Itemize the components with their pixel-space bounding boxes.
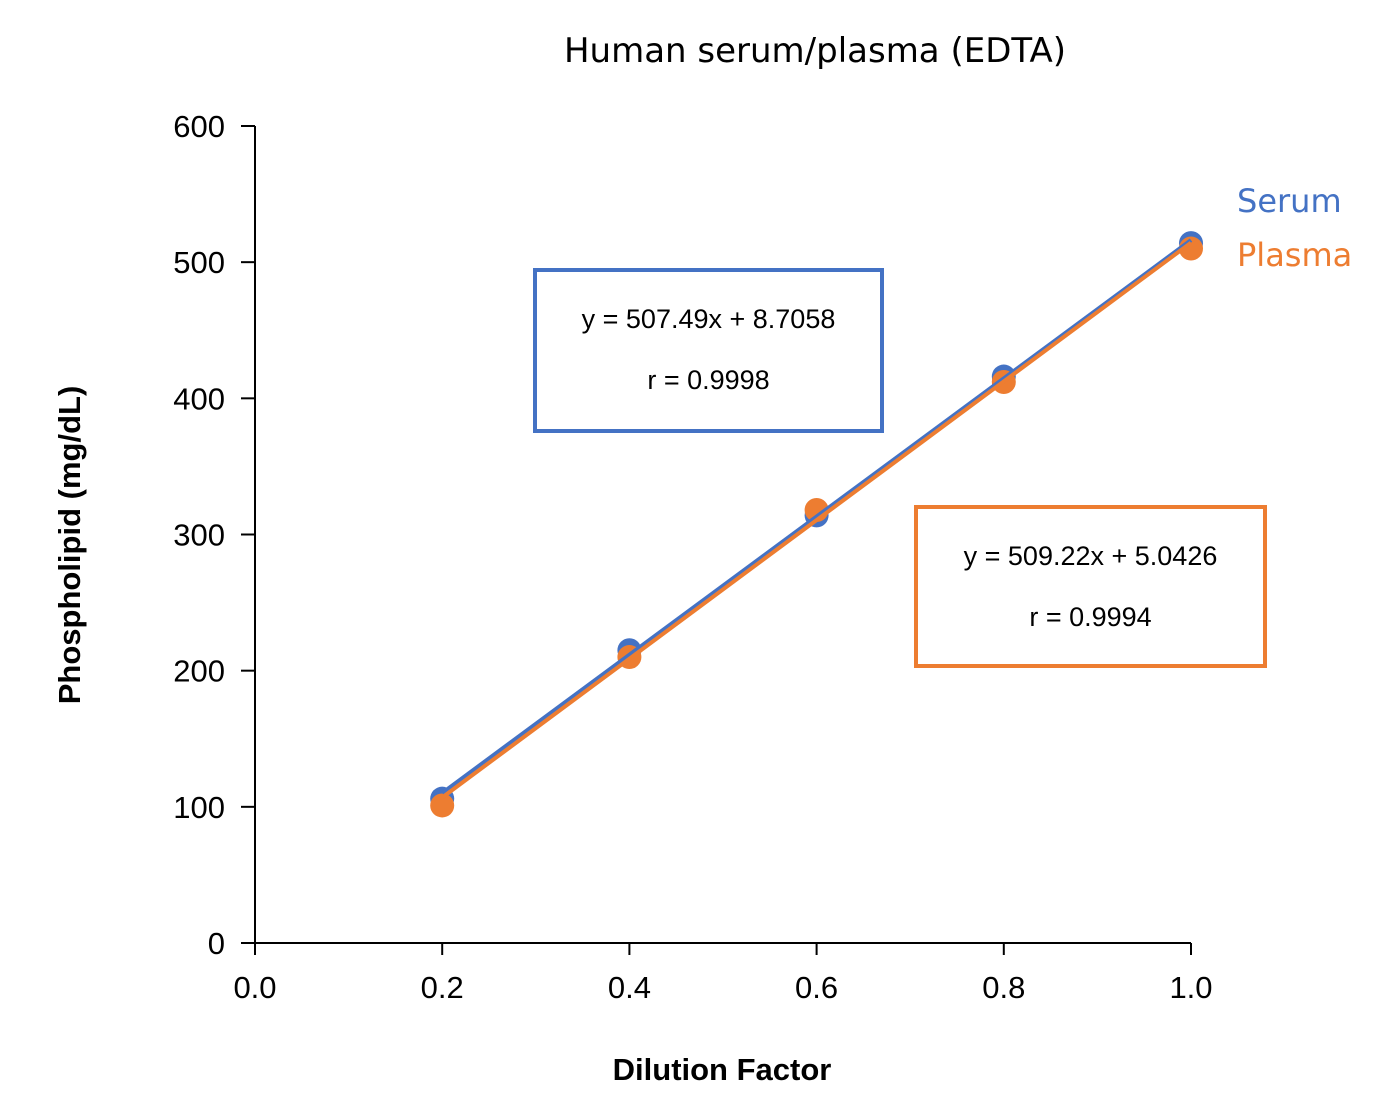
y-tick-label: 500 [173, 245, 225, 280]
serum-equation: y = 507.49x + 8.7058 [581, 304, 836, 334]
x-tick-label: 0.4 [608, 970, 651, 1005]
x-tick-label: 0.6 [795, 970, 838, 1005]
series-layer [430, 231, 1203, 818]
plasma-equation-box: y = 509.22x + 5.0426 r = 0.9994 [914, 505, 1267, 668]
x-tick-label: 0.2 [421, 970, 464, 1005]
y-tick-label: 0 [208, 926, 225, 961]
plasma-equation: y = 509.22x + 5.0426 [963, 541, 1218, 571]
y-tick-label: 400 [173, 381, 225, 416]
x-axis-label: Dilution Factor [613, 1052, 832, 1087]
y-axis-label: Phospholipid (mg/dL) [52, 386, 87, 705]
x-tick-label: 0.0 [233, 970, 276, 1005]
legend-serum: Serum [1237, 182, 1342, 220]
y-tick-label: 300 [173, 518, 225, 553]
chart-title: Human serum/plasma (EDTA) [564, 31, 1066, 71]
legend-plasma: Plasma [1237, 236, 1352, 274]
y-tick-label: 100 [173, 790, 225, 825]
y-tick-label: 200 [173, 654, 225, 689]
plasma-trendline [441, 241, 1193, 800]
axes: 0 100 200 300 400 500 600 0.0 0.2 0.4 0.6 0.8 1.0 [173, 109, 1212, 1005]
x-tick-label: 0.8 [982, 970, 1025, 1005]
plasma-r-value: r = 0.9994 [1029, 602, 1152, 632]
serum-r-value: r = 0.9998 [647, 365, 770, 395]
plasma-data-point [430, 793, 455, 818]
y-tick-label: 600 [173, 109, 225, 144]
serum-trendline [441, 238, 1193, 795]
x-tick-label: 1.0 [1169, 970, 1212, 1005]
serum-equation-box: y = 507.49x + 8.7058 r = 0.9998 [533, 268, 884, 433]
